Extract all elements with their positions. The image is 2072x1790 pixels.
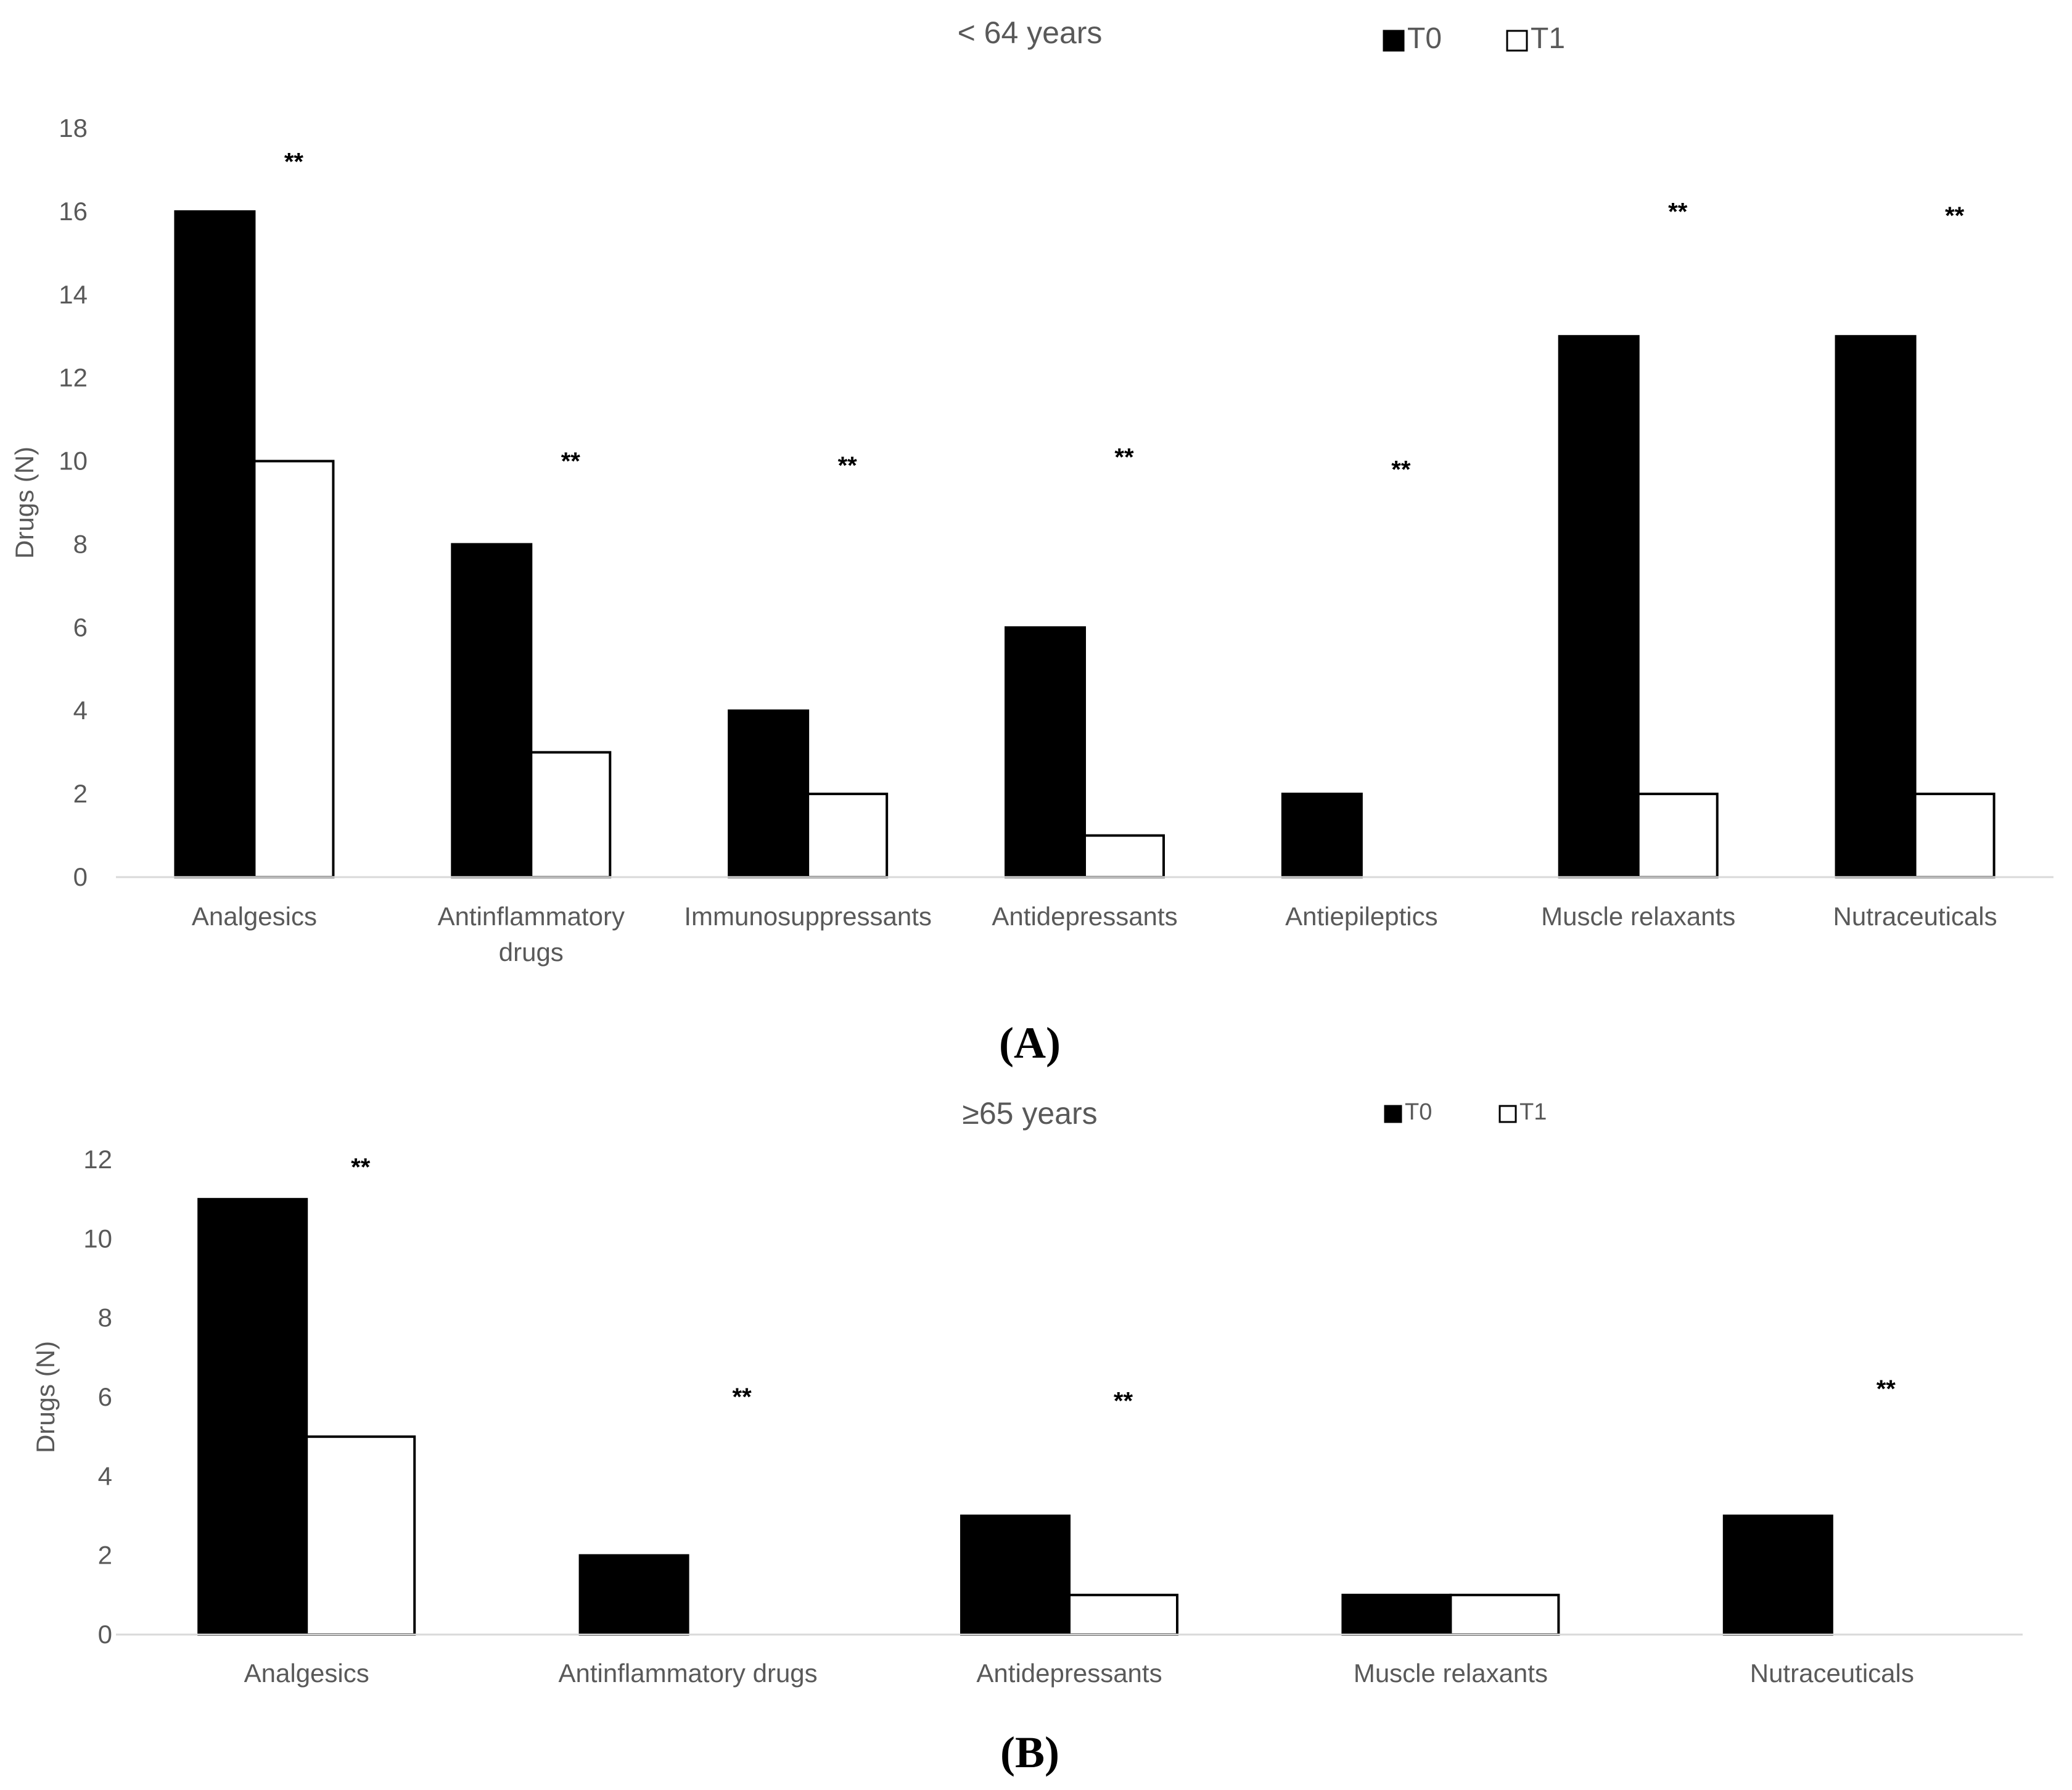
bar-t0-3 bbox=[1341, 1593, 1452, 1636]
y-tick-label: 4 bbox=[73, 696, 88, 725]
significance-marker: ** bbox=[284, 148, 304, 175]
legend-swatch-t0 bbox=[1384, 1105, 1402, 1123]
bar-t1-0 bbox=[305, 1435, 416, 1636]
bar-t0-2 bbox=[728, 709, 810, 878]
significance-marker: ** bbox=[351, 1154, 371, 1181]
y-tick-label: 0 bbox=[73, 862, 88, 891]
x-tick-label: Antinflammatory drugs bbox=[438, 902, 625, 967]
x-tick-label: Analgesics bbox=[192, 902, 317, 931]
bar-t0-1 bbox=[451, 543, 533, 878]
legend-item-t0: T0 bbox=[1383, 22, 1442, 55]
x-tick-label: Antidepressants bbox=[992, 902, 1177, 931]
significance-marker: ** bbox=[1114, 1387, 1133, 1414]
y-tick-label: 6 bbox=[73, 612, 88, 641]
chart-title: < 64 years bbox=[958, 15, 1103, 50]
bar-t0-3 bbox=[1005, 626, 1086, 878]
x-tick-label: Muscle relaxants bbox=[1541, 902, 1735, 931]
y-tick-label: 12 bbox=[59, 363, 88, 392]
bar-t0-4 bbox=[1281, 793, 1363, 878]
bar-t1-0 bbox=[253, 460, 335, 878]
y-tick-label: 2 bbox=[98, 1541, 112, 1570]
bar-t1-3 bbox=[1083, 834, 1165, 878]
y-tick-label: 16 bbox=[59, 197, 88, 226]
significance-marker: ** bbox=[561, 448, 581, 475]
legend-label-t1: T1 bbox=[1531, 22, 1565, 55]
legend-swatch-t1 bbox=[1506, 30, 1528, 52]
bar-t1-1 bbox=[530, 751, 612, 878]
y-tick-label: 12 bbox=[83, 1145, 112, 1174]
x-tick-label: Antinflammatory drugs bbox=[559, 1659, 818, 1688]
x-tick-label: Muscle relaxants bbox=[1354, 1659, 1548, 1688]
legend-swatch-t1 bbox=[1498, 1105, 1517, 1123]
legend-item-t0: T0 bbox=[1384, 1099, 1432, 1125]
legend-label-t0: T0 bbox=[1405, 1099, 1432, 1125]
significance-marker: ** bbox=[1668, 198, 1688, 225]
legend-label-t1: T1 bbox=[1519, 1099, 1547, 1125]
x-tick-label: Analgesics bbox=[244, 1659, 369, 1688]
x-tick-label: Nutraceuticals bbox=[1750, 1659, 1914, 1688]
x-tick-label: Antiepileptics bbox=[1285, 902, 1437, 931]
y-tick-label: 18 bbox=[59, 113, 88, 142]
legend-item-t1: T1 bbox=[1498, 1099, 1547, 1125]
chart-title: ≥65 years bbox=[962, 1096, 1097, 1131]
significance-marker: ** bbox=[1114, 443, 1134, 471]
bar-t0-1 bbox=[578, 1554, 689, 1636]
bar-t1-6 bbox=[1914, 793, 1996, 878]
significance-marker: ** bbox=[733, 1384, 752, 1411]
bar-t1-2 bbox=[807, 793, 889, 878]
bar-t0-6 bbox=[1835, 335, 1917, 878]
y-tick-label: 10 bbox=[83, 1224, 112, 1253]
legend-label-t0: T0 bbox=[1407, 22, 1442, 55]
x-tick-label: Nutraceuticals bbox=[1833, 902, 1997, 931]
bar-t0-0 bbox=[174, 210, 256, 878]
y-tick-label: 14 bbox=[59, 280, 88, 309]
y-axis-label: Drugs (N) bbox=[10, 447, 39, 559]
bar-t0-4 bbox=[1722, 1514, 1833, 1636]
y-tick-label: 8 bbox=[73, 529, 88, 558]
bar-t1-5 bbox=[1637, 793, 1719, 878]
legend-swatch-t0 bbox=[1383, 30, 1405, 52]
y-tick-label: 0 bbox=[98, 1620, 112, 1649]
significance-marker: ** bbox=[1391, 456, 1411, 484]
chart-panel-a: < 64 years T0 T1 0 2 4 6 8 10 12 14 16 18 Drugs (N) An… bbox=[10, 15, 2054, 1068]
bar-t1-3 bbox=[1449, 1593, 1560, 1636]
y-tick-label: 4 bbox=[98, 1461, 112, 1490]
y-tick-label: 8 bbox=[98, 1303, 112, 1332]
significance-marker: ** bbox=[1945, 202, 1965, 229]
significance-marker: ** bbox=[838, 452, 858, 479]
x-tick-label: Immunosuppressants bbox=[684, 902, 932, 931]
bar-t0-2 bbox=[960, 1514, 1071, 1636]
y-axis-label: Drugs (N) bbox=[31, 1341, 60, 1453]
y-tick-label: 6 bbox=[98, 1382, 112, 1411]
chart-panel-b: ≥65 years T0 T1 0 2 4 6 8 10 12 Drugs (N) Analgesic… bbox=[31, 1096, 2023, 1777]
y-tick-label: 2 bbox=[73, 779, 88, 808]
legend-item-t1: T1 bbox=[1506, 22, 1565, 55]
bar-t0-0 bbox=[197, 1198, 308, 1636]
bar-t0-5 bbox=[1558, 335, 1640, 878]
bar-t1-2 bbox=[1068, 1593, 1178, 1636]
significance-marker: ** bbox=[1877, 1375, 1896, 1403]
y-tick-label: 10 bbox=[59, 447, 88, 476]
panel-label: (B) bbox=[1000, 1728, 1059, 1777]
panel-label: (A) bbox=[999, 1018, 1061, 1068]
x-tick-label: Antidepressants bbox=[976, 1659, 1162, 1688]
